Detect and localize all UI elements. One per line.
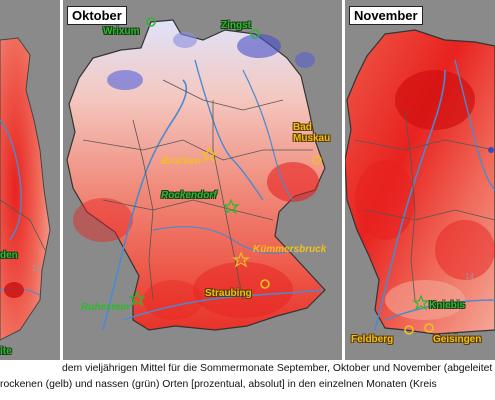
month-label-oktober: Oktober bbox=[67, 6, 127, 25]
map-september-svg bbox=[0, 37, 51, 341]
dry-marker-bad-muskau bbox=[312, 155, 322, 165]
place-label-feldberg: Feldberg bbox=[351, 334, 394, 345]
place-label-ruhestein: Ruhestein bbox=[81, 302, 130, 313]
figure-caption: dem vieljährigen Mittel für die Sommermo… bbox=[0, 361, 495, 400]
place-label-brocken: Brocken bbox=[161, 156, 202, 167]
germany-shape-september bbox=[0, 37, 51, 341]
map-panel-september: den ite 14 bbox=[0, 0, 60, 360]
place-label-kniebis: Kniebis bbox=[429, 300, 466, 311]
grid-label-november: 14 bbox=[465, 272, 474, 281]
place-label-bad-muskau: Bad Muskau bbox=[293, 122, 331, 144]
place-label-wrixum: Wrixum bbox=[103, 26, 140, 37]
map-november-svg bbox=[345, 29, 495, 335]
dry-marker-straubing bbox=[260, 279, 270, 289]
climate-anomaly-figure: den ite 14 bbox=[0, 0, 495, 360]
month-label-november: November bbox=[349, 6, 423, 25]
caption-line-2: rockenen (gelb) und nassen (grün) Orten … bbox=[0, 379, 437, 390]
place-label-zingst: Zingst bbox=[221, 20, 251, 31]
place-label-kuemmersbruck: Kümmersbruck bbox=[253, 244, 327, 255]
map-panel-oktober: Oktober Wrixum Zingst Bad Muskau Brocken… bbox=[63, 0, 342, 360]
dry-marker-feldberg bbox=[404, 325, 414, 335]
map-panel-november: November Kniebis Feldberg Geisingen 14 bbox=[345, 0, 495, 360]
wet-marker-zingst bbox=[250, 29, 260, 39]
wet-star-kniebis bbox=[412, 294, 430, 311]
dry-star-kuemmersbruck bbox=[232, 251, 250, 268]
wet-star-ruhestein bbox=[128, 290, 146, 307]
place-label-den: den bbox=[0, 250, 18, 261]
wet-star-rockendorf bbox=[222, 198, 240, 215]
map-oktober-svg bbox=[66, 17, 326, 331]
place-label-straubing: Straubing bbox=[205, 288, 252, 299]
place-label-ite: ite bbox=[0, 346, 12, 357]
dry-marker-geisingen bbox=[424, 323, 434, 333]
grid-label: 14 bbox=[32, 264, 41, 273]
place-label-rockendorf: Rockendorf bbox=[161, 190, 217, 201]
place-label-geisingen: Geisingen bbox=[433, 334, 482, 345]
dry-star-brocken bbox=[200, 146, 218, 163]
caption-line-1: dem vieljährigen Mittel für die Sommermo… bbox=[62, 363, 493, 374]
wet-marker-wrixum bbox=[146, 17, 156, 27]
